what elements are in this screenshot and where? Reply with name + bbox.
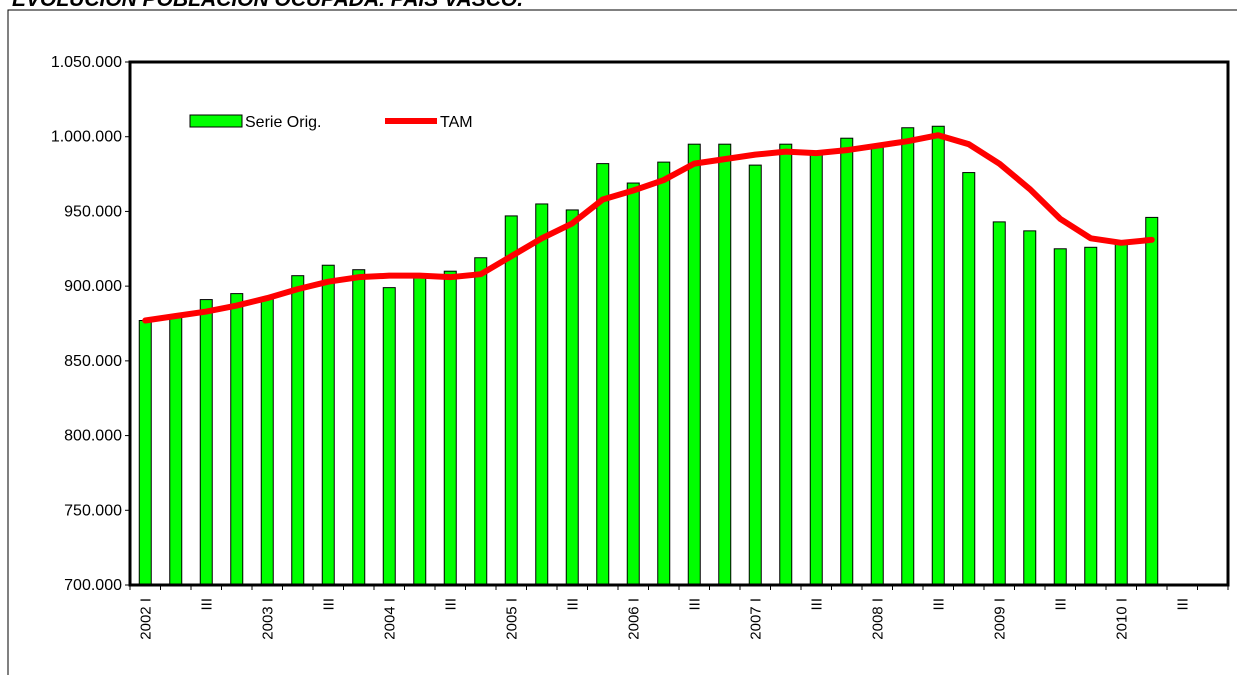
x-tick-label: III bbox=[564, 598, 581, 611]
bar bbox=[504, 215, 518, 586]
plot-frame bbox=[128, 60, 1230, 587]
bar bbox=[779, 143, 793, 586]
x-tick-label: III bbox=[1174, 598, 1191, 611]
x-tick-label: III bbox=[930, 598, 947, 611]
bar bbox=[992, 221, 1006, 586]
y-tick-label: 850.000 bbox=[64, 353, 122, 370]
x-tick-label: 2003 I bbox=[259, 598, 276, 640]
legend-swatch bbox=[189, 114, 243, 128]
bar bbox=[870, 146, 884, 586]
bar bbox=[1084, 246, 1098, 586]
bar bbox=[596, 163, 610, 586]
bar bbox=[1114, 240, 1128, 586]
bar bbox=[657, 161, 671, 586]
bar bbox=[291, 275, 305, 586]
bar bbox=[230, 293, 244, 586]
x-tick-label: 2002 I bbox=[137, 598, 154, 640]
x-tick-label: III bbox=[320, 598, 337, 611]
bar bbox=[962, 172, 976, 586]
x-tick-label: 2004 I bbox=[381, 598, 398, 640]
x-tick-label: III bbox=[1052, 598, 1069, 611]
bar bbox=[1053, 248, 1067, 586]
x-tick-label: 2008 I bbox=[869, 598, 886, 640]
bar bbox=[687, 143, 701, 586]
x-tick-label: 2005 I bbox=[503, 598, 520, 640]
x-tick-label: III bbox=[808, 598, 825, 611]
x-tick-label: III bbox=[686, 598, 703, 611]
bar bbox=[321, 264, 335, 586]
y-tick-label: 1.050.000 bbox=[51, 54, 122, 71]
y-tick-label: 800.000 bbox=[64, 428, 122, 445]
bar bbox=[931, 125, 945, 586]
bar bbox=[1145, 216, 1159, 586]
y-tick-label: 700.000 bbox=[64, 577, 122, 594]
y-tick-label: 900.000 bbox=[64, 278, 122, 295]
bar bbox=[1023, 230, 1037, 586]
bar bbox=[535, 203, 549, 586]
legend-label: Serie Orig. bbox=[245, 114, 321, 131]
bar bbox=[138, 320, 152, 586]
y-tick-label: 950.000 bbox=[64, 203, 122, 220]
x-tick-label: III bbox=[442, 598, 459, 611]
bar bbox=[352, 269, 366, 586]
bar bbox=[809, 151, 823, 586]
bar bbox=[413, 275, 427, 586]
bar bbox=[718, 143, 732, 586]
bar bbox=[474, 257, 488, 586]
x-tick-label: 2009 I bbox=[991, 598, 1008, 640]
bar bbox=[443, 270, 457, 586]
bar bbox=[626, 182, 640, 586]
x-tick-label: 2007 I bbox=[747, 598, 764, 640]
bar bbox=[901, 127, 915, 586]
bar bbox=[565, 209, 579, 586]
y-tick-label: 750.000 bbox=[64, 502, 122, 519]
bar bbox=[382, 287, 396, 586]
y-tick-label: 1.000.000 bbox=[51, 129, 122, 146]
x-tick-label: 2010 I bbox=[1113, 598, 1130, 640]
legend-label: TAM bbox=[440, 114, 473, 131]
chart-frame bbox=[7, 9, 1237, 675]
bar bbox=[840, 137, 854, 586]
bar bbox=[260, 297, 274, 586]
line bbox=[142, 132, 1155, 324]
x-tick-label: III bbox=[198, 598, 215, 611]
bar bbox=[199, 299, 213, 586]
bar bbox=[169, 317, 183, 586]
bar bbox=[748, 164, 762, 586]
x-tick-label: 2006 I bbox=[625, 598, 642, 640]
chart-title: EVOLUCIÓN POBLACIÓN OCUPADA. PAÍS VASCO. bbox=[12, 0, 523, 11]
